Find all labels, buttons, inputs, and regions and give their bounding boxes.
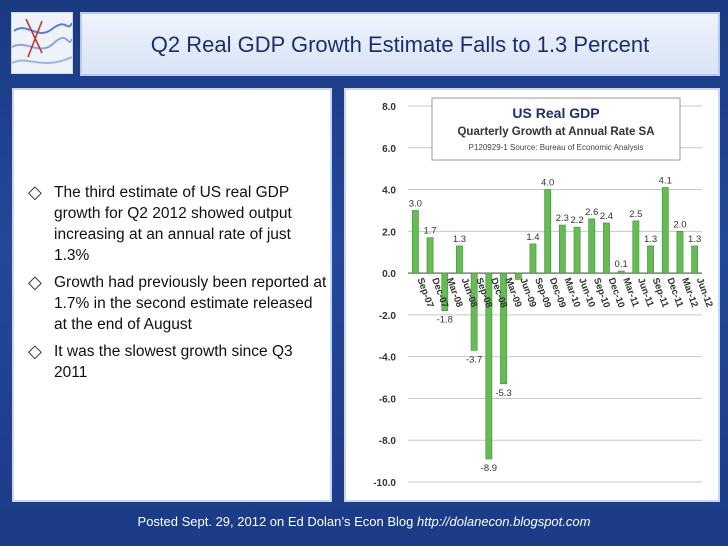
bullet-text: Growth had previously been reported at 1… [54, 274, 327, 333]
chart-subtitle: Quarterly Growth at Annual Rate SA [457, 126, 654, 138]
footer-caption: Posted Sept. 29, 2012 on Ed Dolan’s Econ… [0, 514, 728, 529]
data-label: 1.3 [644, 234, 657, 245]
bullet-text: It was the slowest growth since Q3 2011 [54, 343, 293, 381]
diamond-outline-bullet-icon: ◇ [28, 272, 42, 292]
diamond-outline-bullet-icon: ◇ [28, 182, 42, 202]
data-label: 2.3 [556, 213, 569, 224]
bar [603, 222, 610, 274]
y-tick-label: -8.0 [379, 436, 397, 447]
chart-title: US Real GDP [512, 105, 599, 121]
bar [617, 270, 625, 274]
bullet-item: ◇ The third estimate of US real GDP grow… [20, 182, 328, 266]
bar [544, 189, 552, 274]
y-axis-ticks: -10.0 -8.0 -6.0 -4.0 -2.0 0.0 2.0 4.0 6.0 8.0 [373, 102, 396, 489]
chart-title-box [431, 97, 681, 161]
bullet-item: ◇ It was the slowest growth since Q3 201… [20, 341, 328, 383]
bar [661, 187, 669, 274]
data-label: 2.0 [673, 219, 686, 230]
data-label: -5.3 [495, 388, 511, 399]
data-label: 0.1 [615, 259, 628, 270]
data-label: 2.5 [629, 209, 642, 220]
data-label: 4.0 [541, 178, 554, 189]
chart-source: P120929-1 Source: Bureau of Economic Ana… [469, 143, 644, 152]
bar [676, 231, 684, 274]
bar [647, 245, 654, 274]
bar [500, 272, 507, 385]
bar [441, 272, 449, 312]
blog-logo [11, 12, 73, 74]
y-tick-label: -6.0 [379, 394, 397, 405]
data-label: -8.9 [481, 463, 497, 474]
data-label: -3.7 [466, 354, 482, 365]
data-label: -1.8 [437, 315, 453, 326]
data-label: 4.1 [659, 175, 672, 186]
logo-graphic [12, 18, 72, 64]
data-label: 1.7 [423, 226, 436, 237]
y-tick-label: 0.0 [382, 269, 396, 280]
y-tick-label: -2.0 [379, 311, 397, 322]
bar [558, 224, 566, 274]
caption-text: Posted Sept. 29, 2012 on Ed Dolan’s Econ… [137, 514, 414, 529]
data-label: 2.2 [570, 215, 583, 226]
bar [514, 272, 522, 280]
bullet-item: ◇ Growth had previously been reported at… [20, 272, 328, 335]
text-panel: ◇ The third estimate of US real GDP grow… [12, 88, 332, 502]
bar [485, 272, 493, 460]
bar [573, 226, 581, 274]
bullet-text: The third estimate of US real GDP growth… [54, 184, 292, 264]
data-label: 1.3 [453, 234, 466, 245]
y-tick-label: 6.0 [382, 144, 396, 155]
bar [470, 272, 478, 351]
data-label: 3.0 [409, 198, 422, 209]
bar [411, 210, 419, 274]
data-label: 2.4 [600, 211, 613, 222]
y-tick-label: 4.0 [382, 186, 396, 197]
y-tick-label: -10.0 [373, 478, 396, 489]
data-label-layer: 3.0 1.7 -1.8 1.3 -3.7 -8.9 -5.3 1.4 4.0 2.3 2.22.6… [409, 175, 702, 474]
y-tick-label: 2.0 [382, 227, 396, 238]
data-label: 2.6 [585, 207, 598, 218]
chart-panel: -10.0 -8.0 -6.0 -4.0 -2.0 0.0 2.0 4.0 6.0 8.0 US … [344, 88, 720, 502]
y-tick-label: 8.0 [382, 102, 396, 113]
bar [691, 245, 699, 274]
title-band: Q2 Real GDP Growth Estimate Falls to 1.3… [80, 12, 720, 76]
blog-url-link[interactable]: http://dolanecon.blogspot.com [417, 514, 591, 529]
bar [632, 220, 640, 274]
bullet-list: ◇ The third estimate of US real GDP grow… [20, 182, 328, 389]
bar-layer [411, 187, 699, 460]
bar [426, 237, 434, 274]
bar [529, 243, 537, 274]
bar [456, 245, 463, 274]
page-title: Q2 Real GDP Growth Estimate Falls to 1.3… [150, 32, 650, 57]
gdp-bar-chart: -10.0 -8.0 -6.0 -4.0 -2.0 0.0 2.0 4.0 6.0 8.0 US … [346, 90, 718, 500]
data-label: 1.3 [688, 234, 701, 245]
y-tick-label: -4.0 [379, 353, 397, 364]
data-label: 1.4 [526, 232, 539, 243]
bar [588, 218, 596, 274]
diamond-outline-bullet-icon: ◇ [28, 341, 42, 361]
